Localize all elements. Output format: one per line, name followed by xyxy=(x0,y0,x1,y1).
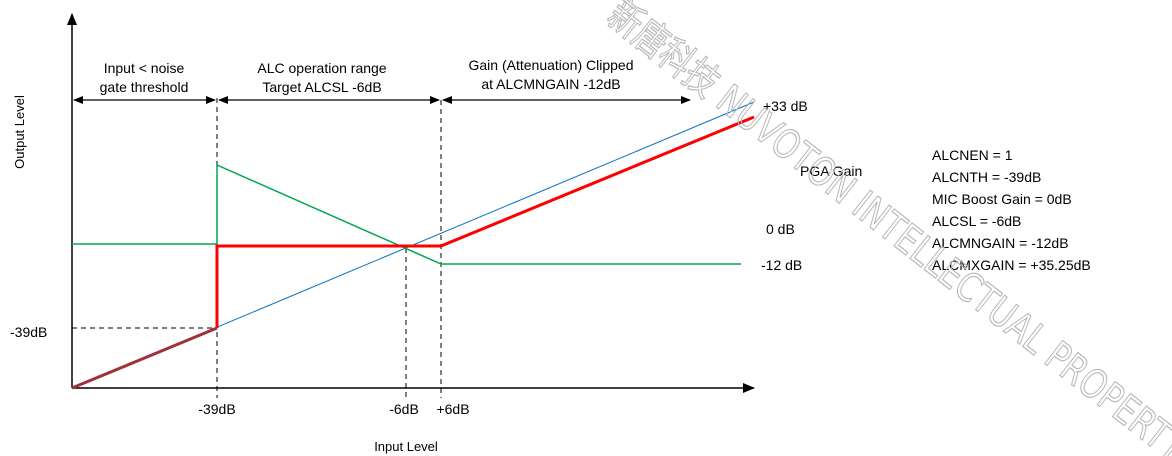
gain-label-plus33db: +33 dB xyxy=(763,98,808,114)
pga-gain-label: PGA Gain xyxy=(800,163,862,179)
guide-lines xyxy=(72,98,442,398)
y-tick-minus39db: -39dB xyxy=(10,324,47,340)
input-below-threshold-segment xyxy=(71,326,218,390)
setting-alcnth: ALCNTH = -39dB xyxy=(932,169,1041,185)
clipped-label-line2: at ALCMNGAIN -12dB xyxy=(481,76,620,92)
gain-label-minus12db: -12 dB xyxy=(761,257,802,273)
setting-alcnen: ALCNEN = 1 xyxy=(932,147,1013,163)
setting-mic-boost: MIC Boost Gain = 0dB xyxy=(932,191,1072,207)
noise-gate-label-line1: Input < noise xyxy=(104,60,185,76)
setting-alcsl: ALCSL = -6dB xyxy=(932,213,1021,229)
gain-label-0db: 0 dB xyxy=(766,221,795,237)
x-tick-minus6db: -6dB xyxy=(389,401,419,417)
y-axis-title: Output Level xyxy=(12,95,27,169)
alc-range-label-line2: Target ALCSL -6dB xyxy=(262,79,381,95)
pga-gain-curve xyxy=(72,163,741,265)
setting-alcmxgain: ALCMXGAIN = +35.25dB xyxy=(932,257,1091,273)
noise-gate-label-line2: gate threshold xyxy=(100,79,189,95)
output-level-curve xyxy=(215,115,755,328)
x-tick-plus6db: +6dB xyxy=(436,401,469,417)
x-tick-minus39db: -39dB xyxy=(198,401,235,417)
clipped-label-line1: Gain (Attenuation) Clipped xyxy=(469,57,634,73)
x-axis-title: Input Level xyxy=(374,439,438,454)
settings-list: ALCNEN = 1 ALCNTH = -39dB MIC Boost Gain… xyxy=(932,147,1091,273)
setting-alcmngain: ALCMNGAIN = -12dB xyxy=(932,235,1069,251)
alc-range-label-line1: ALC operation range xyxy=(257,60,386,76)
